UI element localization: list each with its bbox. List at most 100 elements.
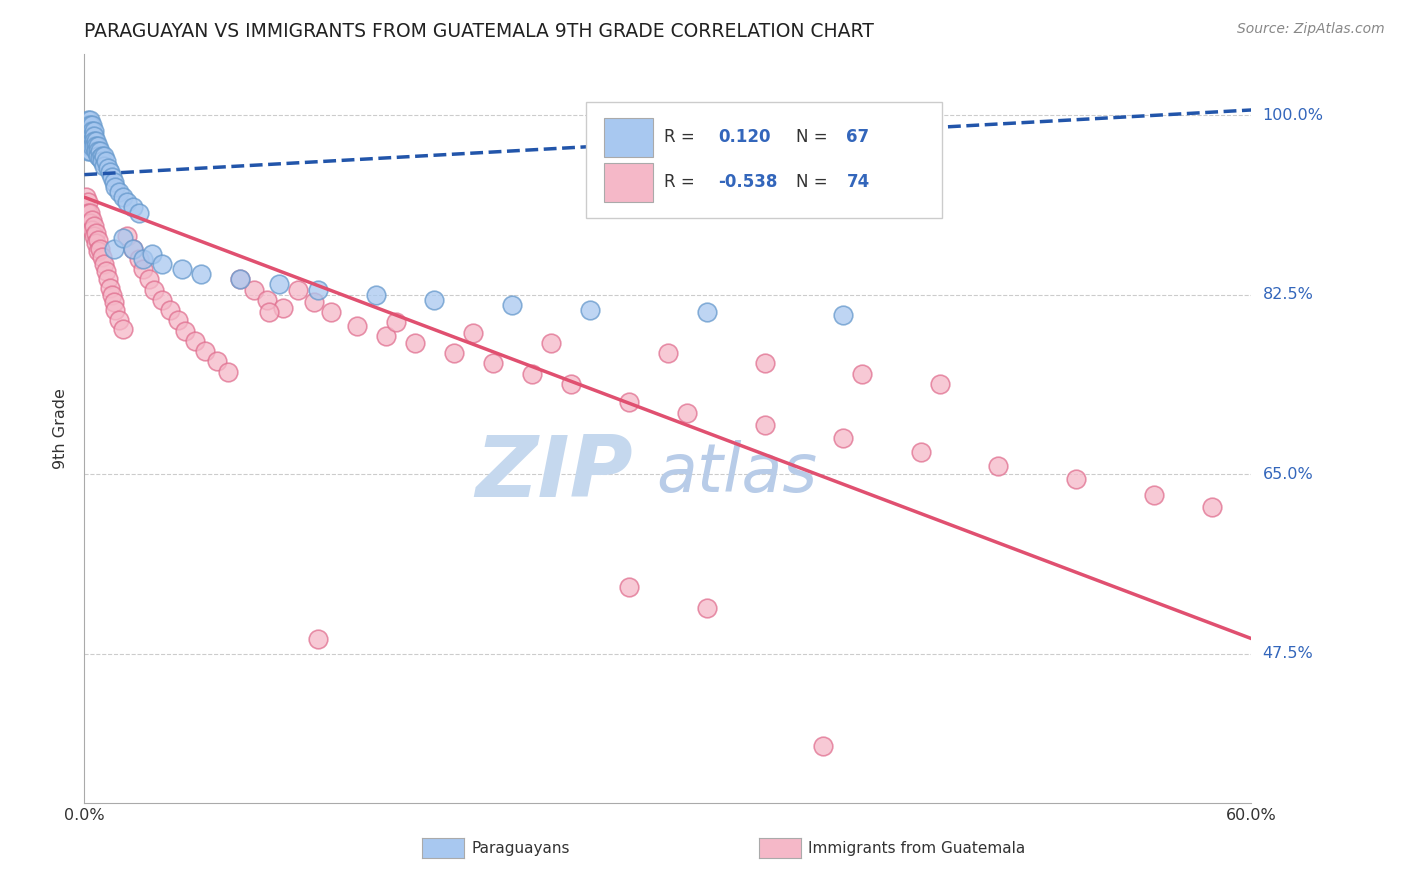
Point bbox=[77, 195, 100, 210]
Point bbox=[1201, 500, 1223, 515]
Point bbox=[84, 144, 107, 158]
Point bbox=[103, 175, 125, 189]
Point bbox=[84, 139, 107, 153]
Point bbox=[813, 739, 835, 754]
Text: 100.0%: 100.0% bbox=[1263, 108, 1323, 122]
Text: ZIP: ZIP bbox=[475, 432, 633, 515]
Point bbox=[229, 272, 252, 286]
Point bbox=[75, 190, 97, 204]
Point bbox=[267, 277, 290, 292]
Point bbox=[443, 346, 465, 360]
Point bbox=[617, 580, 640, 594]
Point bbox=[307, 632, 329, 646]
Point bbox=[93, 149, 115, 163]
Point bbox=[108, 313, 131, 327]
Point bbox=[77, 205, 100, 219]
Point bbox=[128, 252, 150, 266]
Point bbox=[90, 250, 112, 264]
Point bbox=[82, 128, 104, 143]
Point bbox=[103, 242, 125, 256]
Point bbox=[132, 262, 155, 277]
Point bbox=[112, 190, 135, 204]
Point bbox=[929, 377, 952, 392]
Point bbox=[90, 154, 112, 169]
Text: Source: ZipAtlas.com: Source: ZipAtlas.com bbox=[1237, 22, 1385, 37]
Point bbox=[579, 303, 602, 318]
Point bbox=[229, 272, 252, 286]
Point bbox=[138, 272, 160, 286]
Point bbox=[103, 294, 125, 309]
Point bbox=[83, 219, 105, 233]
Point bbox=[77, 144, 100, 158]
Text: N =: N = bbox=[796, 128, 834, 146]
Point bbox=[115, 195, 138, 210]
Point bbox=[79, 113, 101, 128]
Text: R =: R = bbox=[665, 128, 700, 146]
Point bbox=[184, 334, 207, 348]
Point bbox=[75, 201, 97, 215]
Point bbox=[174, 324, 197, 338]
Point bbox=[83, 229, 105, 244]
Point bbox=[832, 308, 855, 322]
Point bbox=[79, 128, 101, 143]
Point bbox=[108, 185, 131, 199]
Point bbox=[302, 294, 325, 309]
Point bbox=[501, 298, 523, 312]
Point bbox=[79, 119, 101, 133]
FancyBboxPatch shape bbox=[586, 103, 942, 219]
Text: -0.538: -0.538 bbox=[718, 173, 778, 192]
Point bbox=[170, 262, 193, 277]
Point bbox=[87, 139, 110, 153]
Point bbox=[141, 246, 163, 260]
Text: PARAGUAYAN VS IMMIGRANTS FROM GUATEMALA 9TH GRADE CORRELATION CHART: PARAGUAYAN VS IMMIGRANTS FROM GUATEMALA … bbox=[84, 21, 875, 41]
Point bbox=[82, 223, 104, 237]
Point bbox=[696, 305, 718, 319]
Point bbox=[89, 151, 111, 165]
Text: N =: N = bbox=[796, 173, 834, 192]
Point bbox=[75, 127, 97, 141]
Point bbox=[87, 233, 110, 247]
Point bbox=[97, 161, 120, 176]
Point bbox=[82, 212, 104, 227]
Point bbox=[112, 231, 135, 245]
Y-axis label: 9th Grade: 9th Grade bbox=[53, 388, 69, 468]
Point bbox=[617, 395, 640, 409]
Point bbox=[159, 303, 181, 318]
Point bbox=[82, 123, 104, 137]
Point bbox=[89, 144, 111, 158]
Point bbox=[190, 267, 212, 281]
Point bbox=[150, 293, 173, 307]
Text: 74: 74 bbox=[846, 173, 870, 192]
Point bbox=[87, 144, 110, 158]
Point bbox=[657, 346, 679, 360]
Point bbox=[166, 313, 188, 327]
Point bbox=[82, 119, 104, 133]
Point bbox=[520, 367, 543, 381]
Point bbox=[98, 280, 121, 294]
Text: 82.5%: 82.5% bbox=[1263, 287, 1313, 302]
Point bbox=[346, 318, 368, 333]
Point bbox=[94, 154, 117, 169]
Point bbox=[87, 244, 110, 258]
Point bbox=[84, 226, 107, 240]
Point bbox=[87, 149, 110, 163]
Point bbox=[194, 344, 217, 359]
Text: 47.5%: 47.5% bbox=[1263, 647, 1313, 662]
Point bbox=[122, 242, 145, 256]
Point bbox=[100, 169, 122, 184]
Text: Immigrants from Guatemala: Immigrants from Guatemala bbox=[808, 841, 1026, 855]
Point bbox=[910, 444, 932, 458]
Point bbox=[754, 357, 776, 371]
Point bbox=[423, 293, 446, 307]
Point bbox=[79, 139, 101, 153]
Point bbox=[82, 134, 104, 148]
Point bbox=[93, 160, 115, 174]
Point bbox=[79, 216, 101, 230]
Point bbox=[832, 432, 855, 446]
Point bbox=[128, 205, 150, 219]
Point bbox=[115, 229, 138, 244]
Point bbox=[97, 272, 120, 286]
Point bbox=[321, 305, 343, 319]
Text: 65.0%: 65.0% bbox=[1263, 467, 1313, 482]
Point bbox=[132, 252, 155, 266]
